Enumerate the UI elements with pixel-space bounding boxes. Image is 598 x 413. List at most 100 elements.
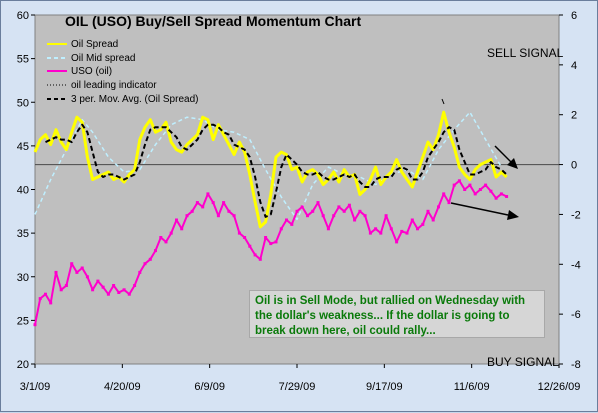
right-tick-label: 6: [571, 10, 577, 22]
uso-point: [342, 209, 346, 213]
trend-arrow-right-head: [507, 210, 519, 220]
uso-point: [133, 284, 137, 287]
uso-point: [437, 205, 440, 209]
uso-point: [258, 257, 262, 261]
uso-point: [505, 195, 509, 198]
series-line-3-per-mov-avg-oil-spread: [45, 123, 508, 218]
uso-point: [290, 222, 294, 226]
uso-point: [159, 236, 163, 239]
left-tick-label: 50: [17, 97, 29, 109]
uso-point: [279, 227, 283, 231]
uso-point: [484, 183, 488, 187]
sell-signal-label: SELL SIGNAL: [487, 46, 564, 60]
uso-point: [206, 192, 210, 196]
tick-mark: [441, 98, 445, 105]
annotation-box: Oil is in Sell Mode, but rallied on Wedn…: [249, 290, 545, 338]
uso-point: [311, 209, 315, 213]
uso-point: [321, 214, 325, 218]
uso-point: [49, 301, 53, 305]
right-tick-label: 2: [571, 110, 577, 122]
uso-point: [353, 218, 357, 222]
left-tick-label: 40: [17, 185, 29, 197]
uso-point: [85, 275, 89, 279]
uso-point: [75, 270, 79, 274]
uso-point: [326, 227, 330, 231]
uso-point: [117, 291, 121, 294]
series-layer: [33, 110, 509, 327]
uso-point: [410, 218, 414, 222]
uso-point: [337, 205, 341, 209]
uso-point: [306, 214, 309, 218]
uso-point: [368, 231, 372, 235]
right-axis: -8 -6 -4 -2 0 2 4 6: [559, 10, 581, 371]
series-line-oil-spread: [33, 110, 508, 229]
uso-point: [264, 236, 268, 239]
right-tick-label: -2: [571, 209, 581, 221]
uso-point: [211, 201, 215, 205]
uso-point: [222, 201, 226, 205]
left-tick-label: 30: [17, 272, 29, 284]
uso-point: [70, 262, 74, 266]
uso-point: [164, 240, 168, 244]
uso-point: [195, 201, 199, 205]
right-tick-label: 4: [571, 60, 577, 72]
trend-arrow-right: [450, 202, 509, 216]
x-tick-label: 4/20/09: [104, 381, 141, 393]
trend-arrow-down: [494, 145, 514, 165]
uso-point: [447, 201, 451, 205]
uso-point: [457, 179, 461, 183]
left-tick-label: 25: [17, 315, 29, 327]
left-tick-label: 35: [17, 228, 29, 240]
uso-point: [91, 288, 95, 292]
x-tick-label: 9/17/09: [366, 381, 403, 393]
uso-point: [38, 297, 42, 301]
legend-label-moving-average: 3 per. Mov. Avg. (Oil Spread): [71, 94, 198, 105]
left-tick-label: 20: [17, 359, 29, 371]
uso-point: [421, 222, 425, 226]
uso-point: [44, 292, 47, 296]
uso-point: [489, 189, 493, 193]
uso-point: [300, 205, 304, 209]
x-tick-label: 7/29/09: [279, 381, 316, 393]
x-tick-label: 11/6/09: [454, 381, 490, 393]
uso-point: [54, 270, 58, 274]
uso-point: [285, 218, 288, 222]
uso-point: [400, 229, 404, 233]
uso-point: [190, 209, 194, 213]
uso-point: [143, 262, 147, 266]
uso-point: [148, 257, 152, 261]
series-line-oil-mid-spread: [34, 111, 503, 221]
buy-signal-label: BUY SIGNAL: [487, 355, 559, 369]
left-tick-label: 60: [17, 10, 29, 22]
uso-point: [248, 244, 252, 248]
right-tick-label: -8: [571, 359, 581, 371]
uso-point: [468, 183, 472, 187]
uso-point: [59, 288, 63, 292]
left-tick-label: 55: [17, 54, 29, 66]
uso-point: [499, 192, 503, 196]
uso-point: [463, 188, 467, 191]
uso-point: [232, 214, 236, 218]
uso-point: [253, 253, 257, 257]
legend-label-uso: USO (oil): [71, 66, 112, 77]
uso-point: [122, 288, 126, 292]
right-tick-label: -6: [571, 309, 581, 321]
uso-point: [442, 192, 446, 196]
uso-point: [494, 196, 498, 200]
uso-point: [478, 188, 482, 191]
uso-point: [395, 240, 399, 244]
uso-point: [384, 214, 388, 218]
x-tick-label: 6/9/09: [194, 381, 225, 393]
legend-label-oil-spread: Oil Spread: [71, 39, 118, 50]
left-tick-label: 45: [17, 141, 29, 153]
uso-point: [227, 209, 231, 213]
uso-point: [138, 270, 142, 274]
uso-point: [452, 183, 456, 187]
uso-point: [379, 231, 383, 235]
uso-point: [106, 292, 110, 296]
uso-point: [180, 227, 184, 231]
uso-point: [80, 266, 84, 270]
uso-point: [175, 218, 178, 222]
legend-label-leading-indicator: oil leading indicator: [71, 80, 157, 91]
uso-point: [169, 231, 173, 235]
